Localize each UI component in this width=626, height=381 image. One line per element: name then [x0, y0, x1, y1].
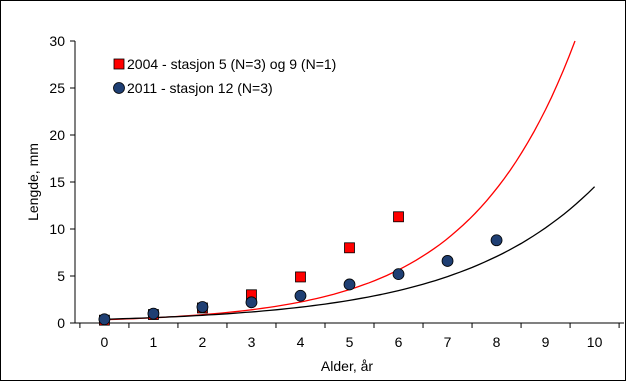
data-point-square: [295, 271, 306, 283]
x-tick-label: 9: [542, 334, 550, 350]
data-point-circle: [343, 278, 356, 291]
y-tick-label: 30: [49, 33, 65, 49]
y-tick-label: 15: [49, 174, 65, 190]
data-point-circle: [196, 301, 209, 313]
data-point-square: [344, 242, 355, 254]
y-tick-label: 20: [49, 127, 65, 143]
data-point-circle: [441, 255, 454, 267]
x-tick-label: 10: [587, 334, 603, 350]
legend-label: 2004 - stasjon 5 (N=3) og 9 (N=1): [127, 56, 336, 72]
legend: 2004 - stasjon 5 (N=3) og 9 (N=1) 2011 - …: [113, 56, 336, 96]
x-tick-label: 5: [346, 334, 354, 350]
x-tick-label: 3: [248, 334, 256, 350]
x-tick-label: 7: [444, 334, 452, 350]
y-tick-label: 0: [57, 315, 65, 331]
data-point-circle: [98, 313, 111, 326]
y-axis-label: Lengde, mm: [25, 143, 41, 221]
data-point-circle: [392, 268, 405, 281]
x-tick-label: 8: [493, 334, 501, 350]
trendline-2: [104, 186, 596, 320]
data-point-circle: [294, 289, 307, 302]
y-tick-label: 10: [49, 221, 65, 237]
x-tick-label: 4: [297, 334, 305, 350]
data-point-square: [393, 211, 404, 223]
x-axis-label: Alder, år: [321, 358, 373, 374]
legend-marker-square: [113, 58, 125, 70]
legend-label: 2011 - stasjon 12 (N=3): [127, 80, 273, 96]
y-tick-label: 25: [49, 80, 65, 96]
x-tick-label: 6: [395, 334, 403, 350]
data-point-circle: [490, 234, 503, 247]
x-tick-label: 1: [150, 334, 158, 350]
axes: 0 5 10 15 20 25 30 0 1 2 3 4 5 6 7 8 9 10: [49, 33, 624, 350]
trendlines: [104, 40, 596, 321]
x-tick-label: 2: [199, 334, 207, 350]
markers: [98, 211, 503, 326]
data-point-circle: [245, 296, 258, 309]
legend-marker-circle: [113, 82, 125, 94]
data-point-circle: [147, 307, 160, 320]
x-tick-label: 0: [101, 334, 109, 350]
y-tick-label: 5: [57, 268, 65, 284]
